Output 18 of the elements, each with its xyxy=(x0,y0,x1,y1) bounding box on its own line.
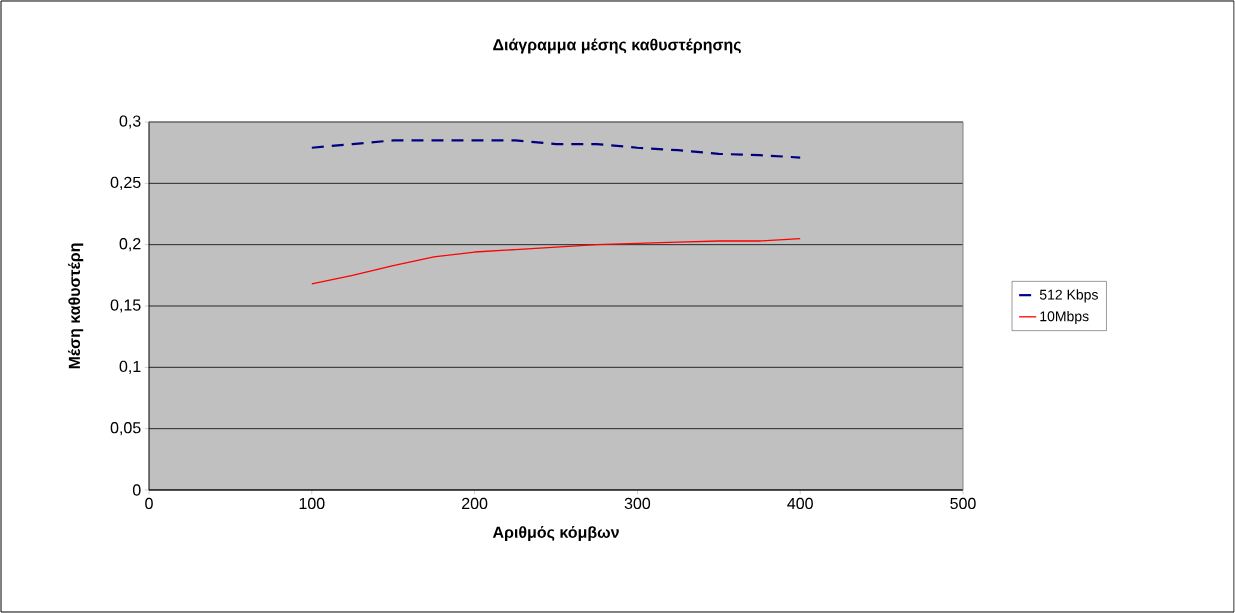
y-tick-label: 0,05 xyxy=(110,422,141,436)
x-tick-label: 300 xyxy=(624,497,651,510)
y-tick-label: 0 xyxy=(132,484,141,496)
legend-label: 10Mbps xyxy=(1040,310,1089,325)
x-tick-label: 0 xyxy=(145,497,153,510)
y-axis-title: Μέση καθυστέρη xyxy=(68,243,84,369)
y-tick-label: 0,15 xyxy=(110,299,141,313)
y-tick-label: 0,2 xyxy=(119,238,141,252)
x-tick-label: 200 xyxy=(462,497,488,510)
legend-label: 512 Kbps xyxy=(1039,289,1098,303)
x-tick-label: 100 xyxy=(299,497,325,510)
x-tick-label: 400 xyxy=(787,497,813,510)
y-tick-label: 0,1 xyxy=(119,360,141,374)
y-tick-label: 0,25 xyxy=(110,176,141,190)
y-tick-label: 0,3 xyxy=(119,115,141,129)
x-axis-title: Αριθμός κόμβων xyxy=(492,525,619,542)
chart-title: Διάγραμμα μέσης καθυστέρησης xyxy=(493,38,741,54)
x-tick-label: 500 xyxy=(950,497,976,510)
